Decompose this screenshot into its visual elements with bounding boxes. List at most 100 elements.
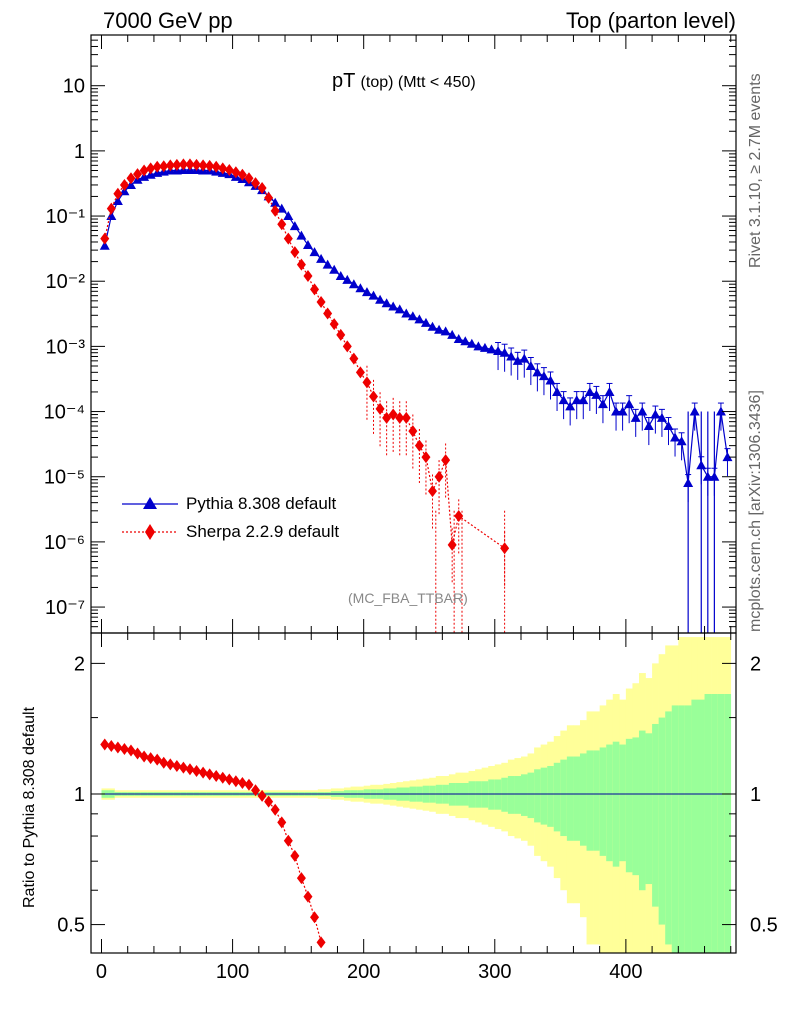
sherpa-data-point <box>198 159 208 172</box>
ratio-y-tick-label-right: 2 <box>750 653 761 675</box>
pythia-data-point <box>715 406 726 416</box>
band-inner-bin <box>599 747 607 856</box>
legend-swatch-pythia <box>122 497 178 509</box>
band-inner-bin <box>645 733 653 885</box>
ratio-sherpa-point <box>224 773 234 786</box>
ratio-sherpa-point <box>303 890 313 903</box>
header-right: Top (parton level) <box>566 8 736 33</box>
band-inner-bin <box>652 723 659 907</box>
ratio-x-tick-label: 0 <box>96 961 107 983</box>
sherpa-data-point <box>165 159 175 172</box>
pythia-data-point <box>525 361 536 371</box>
pythia-data-point <box>414 314 425 324</box>
pythia-data-point <box>440 326 451 336</box>
pythia-data-point <box>296 230 307 240</box>
sherpa-data-point <box>395 411 405 424</box>
sherpa-data-point <box>178 158 188 171</box>
ratio-y-axis-label: Ratio to Pythia 8.308 default <box>21 706 38 908</box>
pythia-data-point <box>643 421 654 431</box>
sherpa-data-point <box>375 402 385 415</box>
sherpa-data-point <box>316 295 326 308</box>
ratio-sherpa-point <box>251 784 261 797</box>
pythia-data-point <box>519 353 530 363</box>
band-inner-bin <box>553 762 561 832</box>
legend-item-sherpa: Sherpa 2.2.9 default <box>120 520 339 544</box>
pythia-data-point <box>302 239 313 249</box>
ratio-sherpa-point <box>205 768 215 781</box>
analysis-tag: (MC_FBA_TTBAR) <box>348 590 468 606</box>
legend-item-pythia: Pythia 8.308 default <box>120 492 336 516</box>
ratio-sherpa-point <box>100 738 110 751</box>
sherpa-data-point <box>100 232 110 245</box>
pythia-data-point <box>309 247 320 257</box>
band-inner-bin <box>579 753 587 846</box>
ratio-x-tick-label: 400 <box>609 961 642 983</box>
pythia-data-point <box>571 395 582 405</box>
main-y-tick-label: 10⁻⁶ <box>44 532 85 554</box>
sherpa-data-point <box>454 509 464 522</box>
sherpa-data-point <box>401 411 411 424</box>
ratio-y-tick-label: 0.5 <box>57 915 85 937</box>
ratio-sherpa-point <box>277 816 287 829</box>
band-inner-bin <box>717 694 725 953</box>
pythia-data-point <box>394 304 405 314</box>
sherpa-data-point <box>231 166 241 179</box>
legend-label-sherpa: Sherpa 2.2.9 default <box>186 522 340 541</box>
sherpa-data-point <box>205 159 215 172</box>
sherpa-data-point <box>369 390 379 403</box>
pythia-data-point <box>624 399 635 409</box>
ratio-sherpa-point <box>119 742 129 755</box>
ratio-sherpa-point <box>270 803 280 816</box>
legend-label-pythia: Pythia 8.308 default <box>186 494 337 513</box>
legend-swatch-sherpa <box>122 524 178 540</box>
pythia-data-point <box>663 421 674 431</box>
ratio-sherpa-point <box>139 750 149 763</box>
pythia-data-point <box>578 395 589 405</box>
ratio-x-tick-label: 200 <box>347 961 380 983</box>
sherpa-data-point <box>224 163 234 176</box>
sherpa-data-point <box>152 160 162 173</box>
sherpa-data-point <box>329 318 339 331</box>
pythia-data-point <box>99 240 110 250</box>
sherpa-data-point <box>192 158 202 171</box>
band-inner-bin <box>619 744 627 862</box>
ratio-sherpa-point <box>211 770 221 783</box>
band-inner-bin <box>724 694 732 953</box>
band-inner-bin <box>711 694 718 953</box>
ratio-sherpa-point <box>178 761 188 774</box>
sherpa-data-point <box>119 178 129 191</box>
main-y-tick-label: 10⁻⁵ <box>44 467 85 489</box>
sherpa-data-point <box>244 172 254 185</box>
plot-title: pT (top) (Mtt < 450) <box>332 70 476 93</box>
ratio-sherpa-point <box>310 911 320 924</box>
sherpa-data-point <box>257 181 267 194</box>
band-inner-bin <box>501 777 509 812</box>
pythia-data-point <box>329 264 340 274</box>
band-inner-bin <box>632 737 640 876</box>
sherpa-data-point <box>133 168 143 181</box>
band-inner-bin <box>566 756 574 841</box>
pythia-data-point <box>722 452 733 462</box>
sherpa-data-point <box>159 160 169 173</box>
pythia-data-point <box>466 338 477 348</box>
band-inner-bin <box>625 738 633 873</box>
pythia-data-point <box>316 253 327 263</box>
pythia-data-point <box>112 196 123 206</box>
pythia-data-point <box>611 406 622 416</box>
band-inner-bin <box>540 767 548 825</box>
ratio-sherpa-point <box>146 752 156 765</box>
pythia-data-point <box>401 308 412 318</box>
main-y-tick-label: 10⁻¹ <box>46 206 86 228</box>
sherpa-data-point <box>251 177 261 190</box>
band-inner-bin <box>586 750 594 851</box>
pythia-data-point <box>125 179 136 189</box>
main-y-tick-label: 10⁻⁴ <box>44 402 85 424</box>
main-y-tick-label: 10 <box>63 76 85 98</box>
ratio-sherpa-point <box>113 741 123 754</box>
band-inner-bin <box>593 750 600 851</box>
pythia-data-point <box>388 301 399 311</box>
pythia-data-point <box>532 367 543 377</box>
sherpa-data-point <box>106 202 116 215</box>
sherpa-data-point <box>323 307 333 320</box>
